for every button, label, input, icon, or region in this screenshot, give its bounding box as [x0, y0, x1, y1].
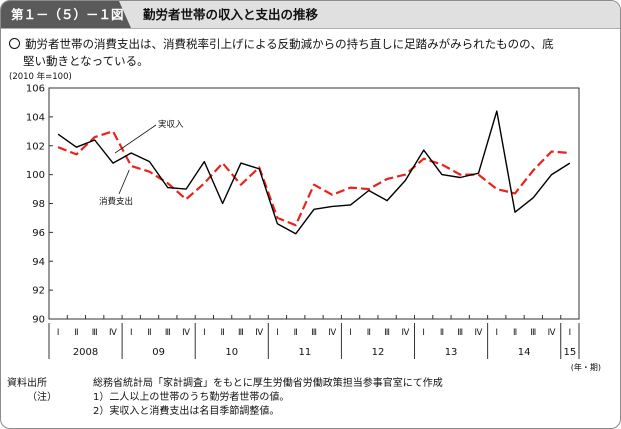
y-tick-label: 102: [26, 141, 45, 152]
x-axis-unit-label: (年・期): [571, 362, 601, 372]
annotation-label: 実収入: [158, 119, 184, 130]
x-tick-label: Ⅰ: [569, 328, 572, 338]
title-bar: 第１－（５）－１図 勤労者世帯の収入と支出の推移: [1, 1, 620, 29]
x-tick-label: Ⅳ: [182, 328, 190, 338]
line-chart: (2010 年=100) 90 92 94 96 98 100 102 104 106 Ⅰ Ⅱ Ⅲ Ⅳ Ⅰ Ⅱ…: [9, 71, 601, 372]
y-tick-label: 104: [26, 112, 45, 123]
y-tick-label: 96: [32, 228, 45, 239]
x-tick-label: Ⅲ: [530, 328, 536, 338]
x-tick-label: Ⅱ: [147, 328, 151, 338]
y-tick-label: 94: [32, 257, 45, 268]
note-row: （注） 1）二人以上の世帯のうち勤労者世帯の値。: [7, 391, 607, 405]
annotation-leader: [118, 169, 130, 195]
x-tick-label: Ⅱ: [74, 328, 78, 338]
x-tick-label: Ⅱ: [440, 328, 444, 338]
x-tick-label: Ⅲ: [165, 328, 171, 338]
x-tick-label: Ⅰ: [57, 328, 60, 338]
year-label: 11: [298, 347, 311, 358]
x-tick-label: Ⅲ: [311, 328, 317, 338]
x-tick-label: Ⅳ: [548, 328, 556, 338]
x-tick-label: Ⅰ: [496, 328, 499, 338]
y-tick-label: 106: [26, 84, 45, 95]
note-text: 1）二人以上の世帯のうち勤労者世帯の値。: [93, 392, 290, 403]
note-row: 2）実収入と消費支出は名目季節調整値。: [7, 405, 607, 419]
x-tick-label: Ⅳ: [255, 328, 263, 338]
x-tick-label: Ⅳ: [328, 328, 336, 338]
series-line-expenditure: [57, 130, 570, 227]
x-tick-label: Ⅳ: [475, 328, 483, 338]
summary-line-2: 堅い動きとなっている。: [23, 54, 149, 68]
x-tick-label: Ⅰ: [349, 328, 352, 338]
x-tick-label: Ⅰ: [203, 328, 206, 338]
x-tick-label: Ⅱ: [294, 328, 298, 338]
year-label: 12: [372, 347, 385, 358]
x-tick-label: Ⅱ: [513, 328, 517, 338]
y-tick-label: 90: [32, 315, 45, 326]
x-tick-label: Ⅰ: [130, 328, 133, 338]
series-line-income: [57, 110, 571, 235]
y-tick-label: 100: [26, 170, 45, 181]
x-tick-label: Ⅲ: [384, 328, 390, 338]
figure-title: 勤労者世帯の収入と支出の推移: [143, 7, 319, 22]
figure-label: 第１－（５）－１図: [1, 1, 131, 28]
y-tick-label: 98: [32, 199, 45, 210]
note-text: 2）実収入と消費支出は名目季節調整値。: [93, 406, 280, 417]
y-tick-label: 92: [32, 286, 45, 297]
x-tick-label: Ⅱ: [367, 328, 371, 338]
x-tick-label: Ⅳ: [401, 328, 409, 338]
y-axis-label: (2010 年=100): [9, 71, 72, 82]
x-tick-label: Ⅰ: [422, 328, 425, 338]
year-label: 2008: [73, 347, 98, 358]
x-tick-label: Ⅱ: [221, 328, 225, 338]
year-label: 14: [518, 347, 531, 358]
summary-line-1: 勤労者世帯の消費支出は、消費税率引上げによる反動減からの持ち直しに足踏みがみられ…: [25, 37, 554, 51]
year-label: 09: [152, 347, 165, 358]
note-text: 総務省統計局「家計調査」をもとに厚生労働省労働政策担当参事官室にて作成: [93, 378, 443, 389]
year-label: 15: [563, 347, 576, 358]
x-tick-label: Ⅲ: [238, 328, 244, 338]
annotation-leader: [114, 124, 157, 154]
note-row: 資料出所 総務省統計局「家計調査」をもとに厚生労働省労働政策担当参事官室にて作成: [7, 377, 607, 391]
note-key: 資料出所: [7, 378, 47, 389]
x-tick-label: Ⅲ: [457, 328, 463, 338]
year-label: 13: [445, 347, 458, 358]
annotation-label: 消費支出: [99, 196, 133, 207]
x-tick-label: Ⅳ: [109, 328, 117, 338]
circle-bullet-icon: [9, 38, 20, 49]
summary-text: 勤労者世帯の消費支出は、消費税率引上げによる反動減からの持ち直しに足踏みがみられ…: [9, 36, 609, 70]
x-tick-label: Ⅲ: [92, 328, 98, 338]
year-label: 10: [225, 347, 238, 358]
x-tick-label: Ⅰ: [276, 328, 279, 338]
notes: 資料出所 総務省統計局「家計調査」をもとに厚生労働省労働政策担当参事官室にて作成…: [7, 377, 607, 419]
note-key: （注）: [27, 392, 57, 403]
